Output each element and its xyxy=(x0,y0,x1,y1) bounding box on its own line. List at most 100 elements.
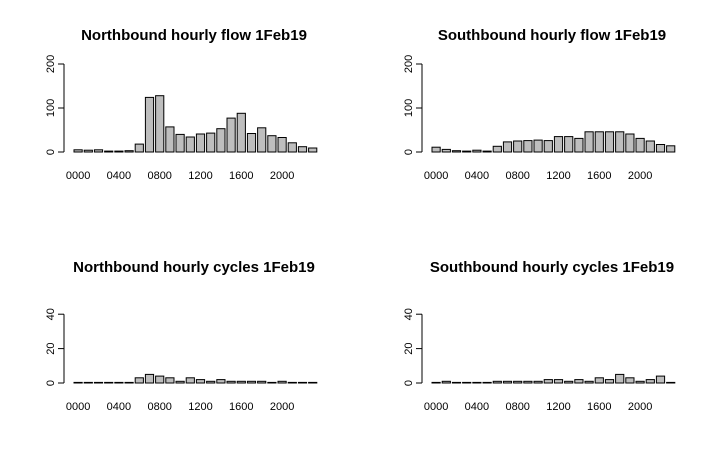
bar-1200 xyxy=(553,379,564,384)
bar-0600 xyxy=(134,143,144,153)
bar-0300 xyxy=(462,150,472,153)
chart-title: Southbound hourly cycles 1Feb19 xyxy=(430,259,674,276)
bar-0800 xyxy=(513,380,523,384)
chart-title: Southbound hourly flow 1Feb19 xyxy=(438,27,666,44)
x-tick-label: 2000 xyxy=(628,401,652,413)
bar-0400 xyxy=(472,149,482,153)
bar-0000 xyxy=(431,146,441,153)
y-tick-label: 0 xyxy=(403,149,415,155)
x-tick-label: 1600 xyxy=(229,170,253,182)
bar-2100 xyxy=(287,381,297,384)
bar-0000 xyxy=(73,381,83,384)
bar-2300 xyxy=(308,147,318,153)
bar-1600 xyxy=(236,380,246,384)
bar-0200 xyxy=(93,381,104,384)
bar-0000 xyxy=(431,381,441,384)
x-tick-label: 1600 xyxy=(587,401,611,413)
bar-1800 xyxy=(257,380,267,384)
panel-southbound-cycles: Southbound hourly cycles 1Feb19 0 20 40 000… xyxy=(403,259,676,413)
bar-1400 xyxy=(574,379,584,384)
bar-0300 xyxy=(104,150,114,153)
bar-0600 xyxy=(492,380,502,384)
x-tick-label: 0000 xyxy=(424,170,448,182)
bar-0800 xyxy=(155,95,165,153)
bar-0500 xyxy=(124,150,134,153)
bar-1400 xyxy=(216,128,226,153)
bar-0800 xyxy=(513,140,523,153)
bar-0500 xyxy=(482,381,492,384)
bar-0200 xyxy=(451,150,462,153)
bar-0100 xyxy=(83,381,93,384)
y-tick-label: 20 xyxy=(45,342,57,354)
x-tick-label: 2000 xyxy=(270,401,294,413)
bar-2200 xyxy=(655,144,666,153)
bar-0000 xyxy=(73,149,83,153)
bar-1200 xyxy=(195,379,206,384)
bar-1000 xyxy=(175,133,185,153)
bar-0500 xyxy=(124,381,134,384)
x-tick-label: 0800 xyxy=(147,401,171,413)
bar-1500 xyxy=(584,131,594,153)
x-tick-label: 0400 xyxy=(107,401,131,413)
y-tick-label: 100 xyxy=(45,99,57,117)
panel-northbound-cycles: Northbound hourly cycles 1Feb19 0 20 40 000… xyxy=(45,259,318,413)
bar-1800 xyxy=(615,373,625,384)
bar-1200 xyxy=(195,133,206,153)
x-tick-label: 0000 xyxy=(66,401,90,413)
bar-0800 xyxy=(155,375,165,384)
y-tick-label: 40 xyxy=(45,308,57,320)
panel-northbound-flow: Northbound hourly flow 1Feb19 0100200000… xyxy=(45,27,318,182)
bar-1300 xyxy=(206,132,216,153)
bar-0600 xyxy=(492,145,502,153)
bar-1300 xyxy=(564,136,574,153)
bar-0400 xyxy=(114,381,124,384)
bar-1000 xyxy=(175,380,185,384)
bar-1800 xyxy=(615,131,625,153)
bar-2100 xyxy=(287,142,297,153)
y-tick-label: 100 xyxy=(403,99,415,117)
x-tick-label: 1600 xyxy=(229,401,253,413)
x-tick-label: 0800 xyxy=(505,170,529,182)
bar-1800 xyxy=(257,127,267,153)
bar-2300 xyxy=(666,381,676,384)
bar-0900 xyxy=(165,126,175,153)
bar-1700 xyxy=(246,380,257,384)
x-tick-label: 1200 xyxy=(188,170,212,182)
bar-1000 xyxy=(533,139,543,153)
bar-2200 xyxy=(655,375,666,384)
bar-1300 xyxy=(564,380,574,384)
bar-0500 xyxy=(482,150,492,153)
bar-0100 xyxy=(441,380,451,384)
bar-0700 xyxy=(502,141,513,153)
x-tick-label: 1200 xyxy=(188,401,212,413)
bar-1500 xyxy=(226,380,236,384)
bar-1100 xyxy=(543,379,553,384)
bar-2200 xyxy=(297,146,308,153)
bar-1900 xyxy=(625,133,635,153)
y-tick-label: 40 xyxy=(403,308,415,320)
x-tick-label: 0000 xyxy=(66,170,90,182)
bar-1500 xyxy=(226,117,236,153)
x-tick-label: 0800 xyxy=(505,401,529,413)
bar-1700 xyxy=(604,379,615,384)
bar-1100 xyxy=(185,377,195,384)
bar-1600 xyxy=(594,131,604,153)
bar-1600 xyxy=(594,377,604,384)
x-tick-label: 2000 xyxy=(628,170,652,182)
bar-1100 xyxy=(543,140,553,153)
x-tick-label: 0400 xyxy=(465,401,489,413)
bar-0200 xyxy=(451,381,462,384)
bar-1500 xyxy=(584,380,594,384)
bar-2300 xyxy=(308,381,318,384)
x-tick-label: 2000 xyxy=(270,170,294,182)
y-tick-label: 0 xyxy=(403,380,415,386)
bar-2000 xyxy=(277,137,287,153)
bar-0900 xyxy=(523,380,533,384)
bar-0200 xyxy=(93,149,104,153)
panel-southbound-flow: Southbound hourly flow 1Feb19 0 100 2000 00… xyxy=(403,27,676,182)
x-tick-label: 1200 xyxy=(546,401,570,413)
x-tick-label: 1200 xyxy=(546,170,570,182)
bar-1300 xyxy=(206,380,216,384)
bar-2100 xyxy=(645,140,655,153)
bar-0900 xyxy=(523,140,533,153)
